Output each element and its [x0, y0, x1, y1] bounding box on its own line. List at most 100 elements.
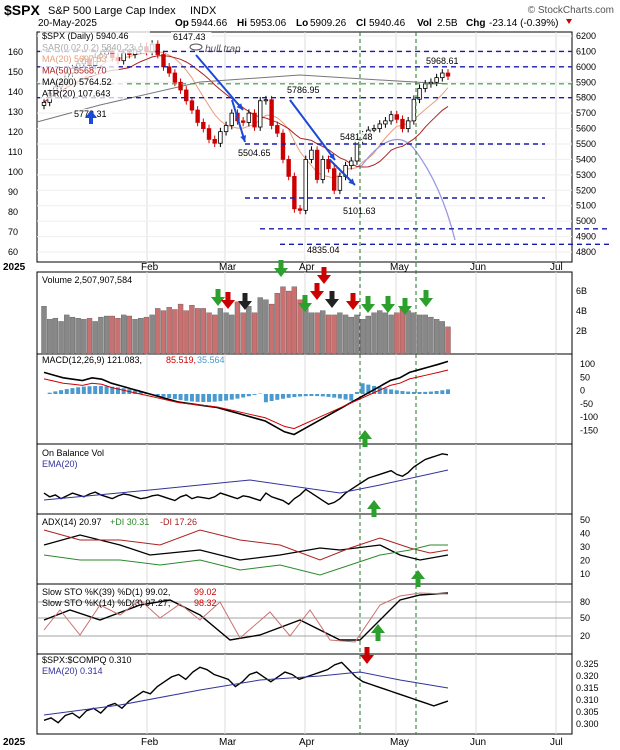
volume-bar [41, 306, 47, 355]
volume-bar [325, 314, 332, 355]
volume-bar [268, 303, 275, 355]
atr-axis-tick: 110 [8, 147, 22, 157]
volume-bar [103, 315, 110, 355]
candle-body [41, 101, 47, 106]
macd-axis-tick: -150 [580, 426, 598, 436]
macd-histogram-bar [201, 394, 206, 402]
volume-bar [439, 321, 445, 355]
macd-histogram-bar [212, 394, 217, 402]
ma200-line [36, 74, 449, 123]
macd-histogram-bar [70, 388, 75, 394]
macd-histogram-bar [53, 391, 58, 394]
plus-di-line [43, 544, 448, 576]
atr-axis-tick: 100 [8, 167, 23, 177]
volume-bar [308, 312, 315, 355]
price-label-bg [305, 245, 346, 255]
candle-body [161, 54, 166, 68]
candle-body [337, 175, 343, 191]
macd-histogram-bar [292, 394, 297, 398]
price-label-bg [285, 85, 326, 95]
macd-histogram-bar [275, 394, 280, 400]
macd-histogram-bar [383, 388, 388, 394]
price-legend-item: MA(50) 5568.70 [42, 66, 107, 76]
volume-axis-tick: 6B [576, 286, 587, 296]
price-legend-item: $SPX (Daily) 5940.46 [42, 31, 129, 41]
candle-body [388, 114, 394, 122]
macd-axis-tick: 50 [580, 372, 590, 382]
macd-histogram-bar [207, 394, 212, 402]
low-value: 5909.26 [310, 18, 347, 29]
volume-bar [303, 306, 309, 355]
macd-histogram-bar [104, 386, 109, 394]
volume-bar [126, 315, 133, 355]
volume-bar [206, 312, 212, 355]
atr-axis-tick: 130 [8, 107, 23, 117]
macd-histogram-bar [81, 386, 86, 394]
volume-bar [183, 310, 189, 355]
macd-line [43, 360, 449, 436]
price-label-bg [236, 148, 277, 158]
volume-bar [416, 314, 423, 355]
volume-bar [86, 318, 93, 355]
price-axis-tick: 5400 [576, 154, 596, 164]
adx-legend: ADX(14) 20.97 [42, 517, 102, 527]
candle-body [280, 132, 286, 160]
candle-body [246, 112, 252, 123]
high-value: 5953.06 [250, 18, 287, 29]
sto-buy-arrow-icon [371, 624, 385, 633]
month-tick-label-bottom: Jun [470, 737, 486, 748]
candle-body [371, 128, 377, 131]
macd-histogram-bar [332, 394, 337, 398]
macd-histogram-bar [446, 389, 450, 394]
macd-histogram-bar [360, 383, 365, 394]
adx-line [43, 534, 449, 561]
atr-axis-tick: 70 [8, 227, 18, 237]
macd-histogram-bar [269, 394, 274, 402]
legend-bg [40, 65, 119, 77]
trend-arrow-3-head [328, 153, 335, 160]
volume-bar [291, 286, 298, 355]
candle-body [223, 125, 229, 133]
obv-buy-arrow-icon [367, 500, 381, 509]
sto39-legend: Slow STO %K(39) %D(1) 99.02, [42, 587, 170, 597]
price-axis-tick: 4800 [576, 247, 596, 257]
month-tick-label: Jul [550, 262, 563, 273]
close-label: Cl [356, 18, 366, 29]
macd-histogram-bar [98, 386, 103, 394]
volume-signal-arrow-icon-stem [385, 296, 391, 304]
trend-arrow-1-head [236, 103, 243, 110]
macd-histogram-bar [235, 394, 240, 399]
month-tick-label-bottom: Mar [219, 737, 237, 748]
price-axis-tick: 6000 [576, 62, 596, 72]
candle-body [229, 112, 234, 126]
macd-histogram-bar [87, 386, 92, 394]
volume-bar [81, 319, 87, 355]
volume-signal-arrow-icon-stem [242, 293, 248, 301]
price-legend-item: ATR(20) 107.643 [42, 89, 110, 99]
volume-signal-arrow-icon-stem [278, 260, 284, 268]
volume-bar [149, 314, 155, 355]
macd-histogram-bar [64, 389, 69, 394]
volume-bar [143, 316, 150, 355]
chart-name: S&P 500 Large Cap Index [48, 5, 176, 17]
volume-signal-arrow-icon-stem [314, 283, 320, 291]
volume-bar [320, 310, 326, 355]
candle-body [206, 128, 212, 140]
candle-body [400, 118, 405, 129]
volume-signal-arrow-icon [310, 291, 324, 300]
macd-histogram-bar [133, 390, 138, 394]
volume-bar [98, 316, 104, 355]
price-label-bg [341, 206, 382, 216]
candle-body [309, 149, 314, 160]
atr-axis-tick: 90 [8, 187, 18, 197]
macd-axis-tick: 0 [580, 386, 585, 396]
month-tick-label-bottom: Jul [550, 737, 563, 748]
volume-signal-arrow-icon-stem [402, 298, 408, 306]
ratio-axis-tick: 0.310 [576, 695, 599, 705]
price-label-bg [171, 32, 212, 42]
month-tick-label-bottom: Feb [141, 737, 159, 748]
volume-bar [229, 314, 235, 355]
macd-histogram-bar [337, 394, 342, 399]
macd-histogram-bar [389, 389, 394, 394]
macd-histogram-bar [326, 394, 331, 397]
